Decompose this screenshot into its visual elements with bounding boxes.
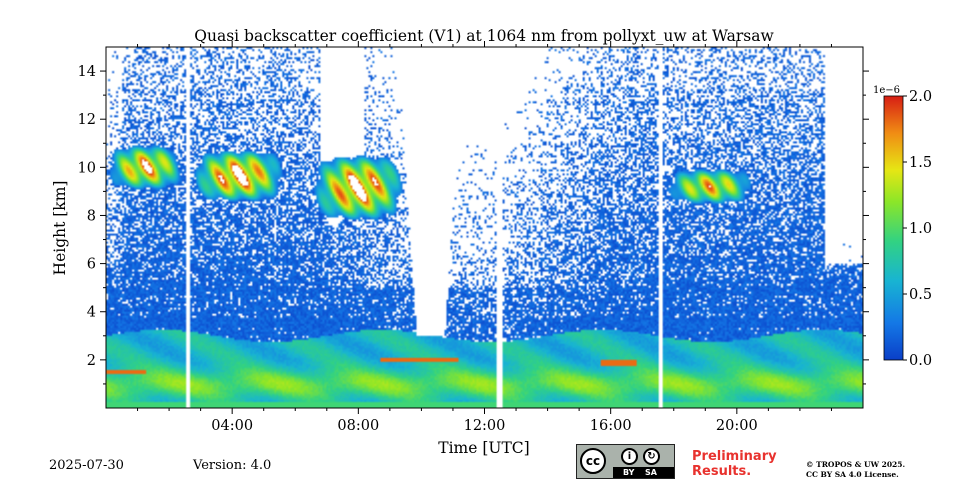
copyright-line-1: © TROPOS & UW 2025. xyxy=(806,460,906,469)
y-tick-label: 12 xyxy=(78,112,96,128)
colorbar-tick-label: 0.0 xyxy=(909,353,932,369)
y-tick-label: 6 xyxy=(87,257,96,273)
colorbar-tick-label: 2.0 xyxy=(909,89,932,105)
by-label: BY xyxy=(623,468,635,477)
x-axis-ticks: 04:00 08:00 12:00 16:00 20:00 xyxy=(137,41,832,434)
cc-logo-icon: cc xyxy=(580,448,606,474)
colorbar-scale-label: 1e−6 xyxy=(873,85,900,96)
y-tick-label: 4 xyxy=(87,305,96,321)
colorbar-tick-label: 0.5 xyxy=(909,287,932,303)
copyright-line-2: CC BY SA 4.0 License. xyxy=(806,470,899,479)
by-person-icon: i xyxy=(621,448,638,465)
y-axis-ticks: 2 4 6 8 10 12 14 xyxy=(78,64,869,385)
colorbar-tick-label: 1.5 xyxy=(909,155,932,171)
cc-license-badge: cc i ↻ BY SA xyxy=(576,444,675,479)
colorbar xyxy=(883,95,904,361)
colorbar-ticks: 0.0 0.5 1.0 1.5 2.0 xyxy=(903,89,932,369)
date-label: 2025-07-30 xyxy=(49,458,124,473)
colorbar-tick-label: 1.0 xyxy=(909,221,932,237)
backscatter-heatmap xyxy=(106,47,863,408)
sa-share-icon: ↻ xyxy=(643,448,660,465)
y-tick-label: 2 xyxy=(87,353,96,369)
y-tick-label: 10 xyxy=(78,160,96,176)
license-strip: BY SA xyxy=(613,467,674,478)
y-tick-label: 8 xyxy=(87,208,96,224)
copyright-note: © TROPOS & UW 2025. CC BY SA 4.0 License… xyxy=(806,460,905,480)
x-axis-label: Time [UTC] xyxy=(438,439,529,457)
x-tick-label: 08:00 xyxy=(337,418,379,434)
x-tick-label: 12:00 xyxy=(464,418,506,434)
x-tick-label: 20:00 xyxy=(716,418,758,434)
x-tick-label: 04:00 xyxy=(211,418,253,434)
preliminary-line-2: Results. xyxy=(692,464,752,479)
preliminary-results-note: Preliminary Results. xyxy=(692,449,777,479)
y-axis-label: Height [km] xyxy=(51,181,69,276)
x-tick-label: 16:00 xyxy=(590,418,632,434)
preliminary-line-1: Preliminary xyxy=(692,449,777,464)
y-tick-label: 14 xyxy=(78,64,96,80)
version-label: Version: 4.0 xyxy=(193,458,272,473)
chart-title: Quasi backscatter coefficient (V1) at 10… xyxy=(194,27,774,45)
sa-label: SA xyxy=(645,468,657,477)
